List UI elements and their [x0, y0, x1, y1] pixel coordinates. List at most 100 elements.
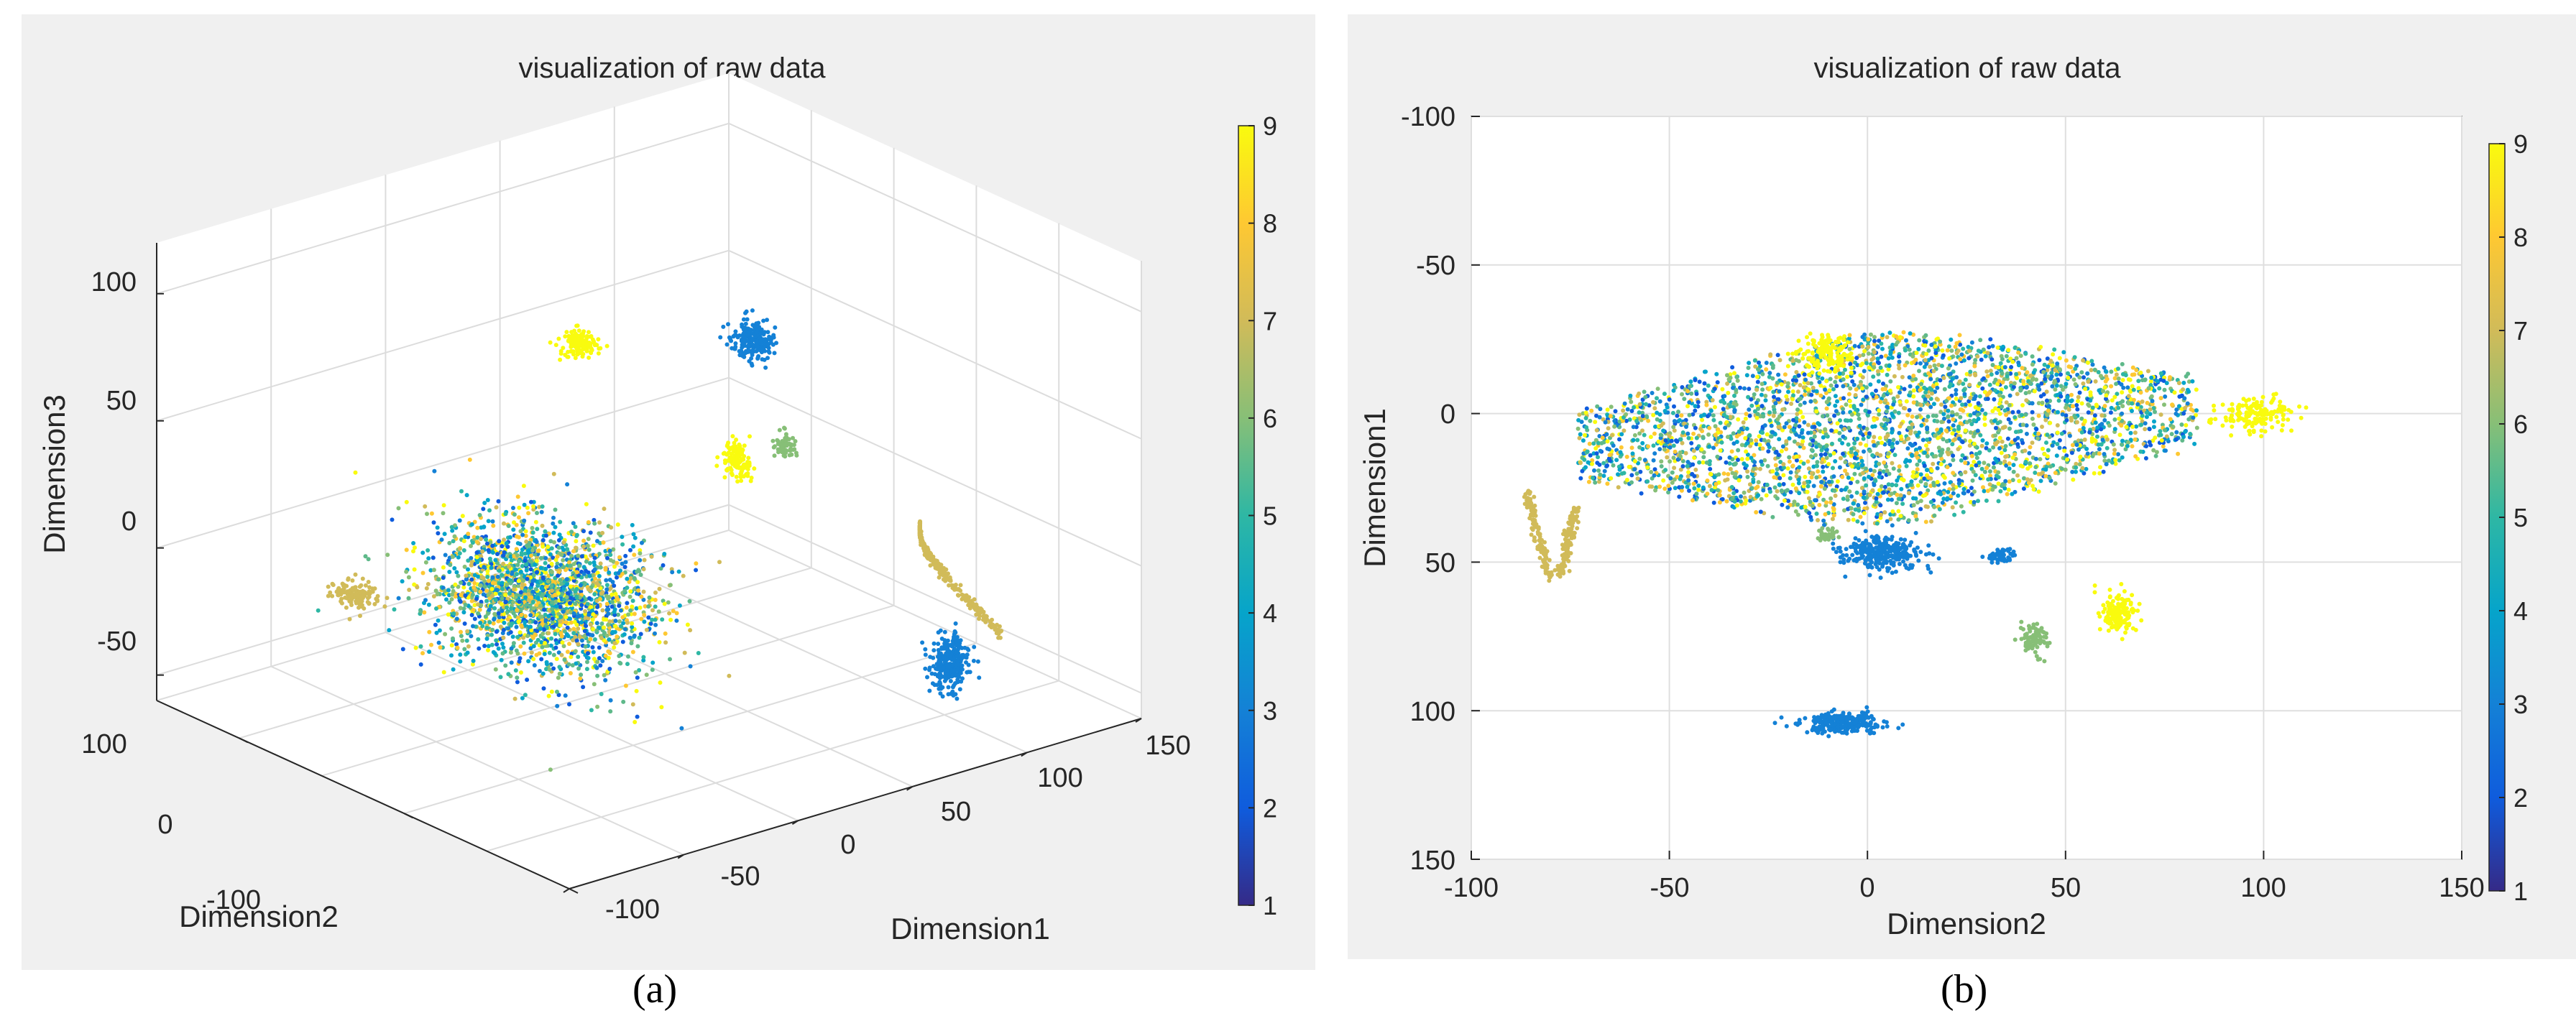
scatter-point [530, 548, 535, 553]
scatter-point [526, 659, 531, 664]
scatter-point [1707, 484, 1712, 489]
scatter-point [1780, 502, 1785, 507]
scatter-point [482, 524, 487, 530]
scatter-point [509, 606, 514, 611]
scatter-point [547, 558, 552, 563]
scatter-point [615, 597, 620, 602]
y-axis-label: Dimension2 [179, 900, 339, 933]
scatter-point [2024, 423, 2029, 428]
scatter-point [501, 627, 506, 632]
scatter-point [2045, 356, 2050, 361]
scatter-point [1897, 366, 1902, 371]
scatter-point [498, 675, 503, 680]
scatter-point [658, 680, 663, 685]
scatter-point [561, 586, 566, 591]
scatter-point [761, 318, 766, 323]
scatter-point [529, 499, 533, 504]
scatter-point [745, 338, 750, 343]
scatter-point [433, 622, 438, 627]
scatter-point [517, 599, 522, 604]
scatter-point [433, 588, 438, 593]
scatter-point [1801, 484, 1806, 489]
scatter-point [1954, 500, 1959, 505]
scatter-point [2074, 469, 2078, 474]
scatter-point [509, 646, 514, 651]
scatter-point [1593, 438, 1598, 443]
scatter-point [2164, 434, 2169, 439]
scatter-point [518, 644, 523, 649]
scatter-point [581, 329, 586, 334]
scatter-point [581, 685, 586, 690]
scatter-point [1658, 435, 1663, 440]
z-tick-labels: 100 50 0 -50 [91, 267, 137, 657]
scatter-point [602, 625, 607, 630]
scatter-point [1806, 459, 1811, 464]
scatter-point [607, 570, 612, 575]
scatter-point [569, 584, 573, 589]
scatter-point [551, 652, 556, 657]
scatter-point [1728, 466, 1733, 471]
scatter-point [1877, 435, 1882, 440]
scatter-point [529, 628, 534, 633]
scatter-point [724, 443, 730, 448]
scatter-point [596, 337, 601, 342]
scatter-point [563, 353, 568, 357]
scatter-point [592, 637, 597, 642]
scatter-point [507, 564, 512, 569]
scatter-point [668, 657, 672, 662]
scatter-point [565, 547, 570, 552]
scatter-point [610, 604, 615, 609]
scatter-point [485, 498, 490, 502]
scatter-point [595, 539, 599, 544]
scatter-point [500, 586, 505, 591]
scatter-point [559, 553, 564, 558]
scatter-point [581, 341, 586, 346]
scatter-point [920, 640, 925, 645]
x-tick-label: -100 [605, 894, 660, 925]
scatter-point [602, 672, 607, 678]
scatter-point [623, 553, 628, 558]
scatter-point [734, 474, 739, 479]
scatter-point [1634, 471, 1639, 476]
scatter-point [579, 620, 584, 625]
scatter-point [472, 585, 477, 590]
scatter-point [547, 650, 552, 655]
colorbar-tick-label: 7 [1263, 306, 1277, 336]
scatter-point [557, 671, 562, 676]
scatter-point [528, 646, 533, 651]
scatter-point [367, 585, 372, 590]
scatter-point [589, 605, 594, 609]
scatter-point [1984, 466, 1990, 471]
scatter-point [722, 475, 727, 480]
scatter-point [584, 624, 589, 629]
scatter-point [1891, 438, 1896, 443]
z-tick-label: -50 [97, 627, 137, 657]
scatter-point [392, 607, 397, 612]
scatter-point [1954, 361, 1959, 366]
scatter-point [431, 555, 436, 560]
scatter-point [784, 435, 788, 440]
scatter-point [336, 587, 341, 592]
scatter-point [340, 581, 345, 586]
scatter-point [437, 628, 442, 633]
scatter-point [514, 648, 519, 653]
scatter-point [1870, 488, 1875, 493]
scatter-point [653, 604, 658, 609]
scatter-point [1580, 468, 1585, 473]
scatter-point [574, 539, 579, 544]
scatter-point [366, 557, 371, 562]
scatter-point [1867, 474, 1871, 479]
scatter-point [487, 508, 492, 513]
scatter-point [617, 619, 622, 624]
scatter-point [663, 640, 668, 645]
scatter-point [2143, 427, 2148, 432]
scatter-point [763, 365, 768, 370]
scatter-point [965, 670, 970, 675]
scatter-point [1872, 335, 1877, 340]
scatter-point [519, 550, 524, 555]
scatter-point [657, 639, 662, 644]
scatter-point [749, 361, 754, 366]
scatter-point [591, 543, 596, 548]
scatter-point [447, 600, 452, 605]
scatter-point [353, 592, 358, 597]
